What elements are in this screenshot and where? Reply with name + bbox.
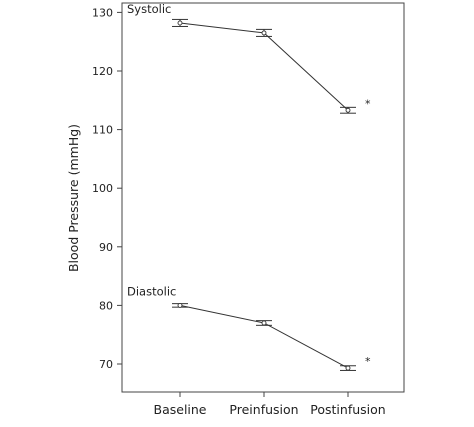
data-point xyxy=(345,365,351,371)
significance-marker: * xyxy=(365,355,371,368)
y-tick-label: 80 xyxy=(99,299,113,312)
y-tick-label: 90 xyxy=(99,241,113,254)
y-axis-label: Blood Pressure (mmHg) xyxy=(66,124,81,272)
y-tick-label: 100 xyxy=(92,182,113,195)
data-point xyxy=(177,302,183,308)
series-label: Diastolic xyxy=(127,284,176,298)
data-point xyxy=(345,107,351,113)
y-tick-label: 70 xyxy=(99,358,113,371)
x-axis: Baseline Preinfusion Postinfusion xyxy=(154,392,386,417)
data-point xyxy=(177,20,183,26)
plot-frame xyxy=(121,2,405,393)
x-tick-label: Postinfusion xyxy=(310,402,385,417)
x-tick-label: Baseline xyxy=(154,402,207,417)
data-point xyxy=(261,30,267,36)
series-line xyxy=(179,304,349,369)
y-tick-label: 110 xyxy=(92,124,113,137)
y-axis: 70 80 90 100 110 120 130 xyxy=(92,6,122,371)
y-tick-label: 120 xyxy=(92,65,113,78)
y-tick-label: 130 xyxy=(92,6,113,19)
x-tick-label: Preinfusion xyxy=(229,402,298,417)
series-layer: * Systolic * Diastolic xyxy=(127,2,371,371)
significance-marker: * xyxy=(365,97,371,110)
data-point xyxy=(261,320,267,326)
series-label: Systolic xyxy=(127,2,171,16)
